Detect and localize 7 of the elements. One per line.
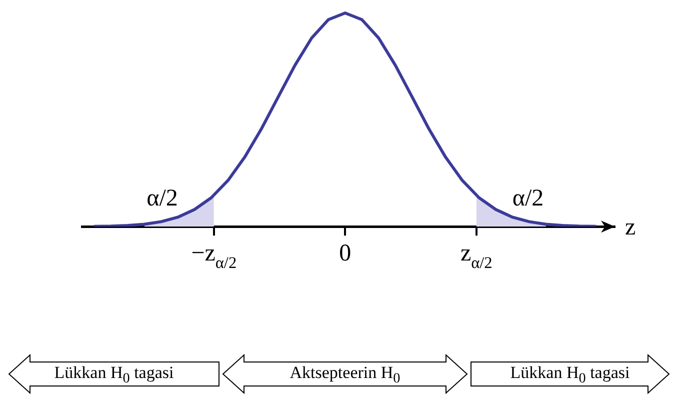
text: Lükkan H$_{0}$ tagasi [509, 363, 631, 388]
x-axis-title: z [625, 214, 636, 241]
annotation: α/2 [146, 185, 178, 212]
annotation: α/2 [512, 185, 544, 212]
x-tick-label: 0 [339, 240, 352, 267]
text: Lükkan H$_{0}$ tagasi [53, 363, 175, 388]
text: Aktsepteerin H$_{0}$ [288, 363, 402, 388]
